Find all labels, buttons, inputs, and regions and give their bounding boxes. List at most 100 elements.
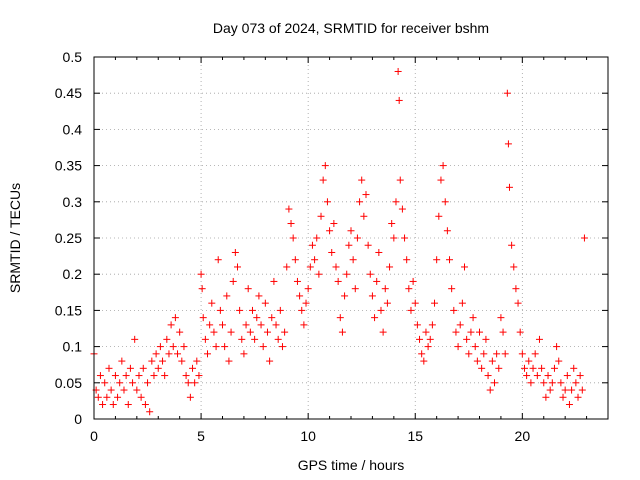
y-tick-label: 0.4 <box>63 121 83 137</box>
data-point <box>488 357 496 365</box>
data-point <box>103 393 111 401</box>
data-point <box>144 379 152 387</box>
x-tick-label: 15 <box>407 428 423 444</box>
data-point <box>520 364 528 372</box>
data-point <box>165 350 173 358</box>
data-point <box>124 401 132 409</box>
data-point <box>570 364 578 372</box>
data-point <box>94 393 102 401</box>
data-points <box>90 67 588 416</box>
data-point <box>259 343 267 351</box>
data-point <box>206 321 214 329</box>
data-point <box>476 328 483 336</box>
data-point <box>182 372 190 380</box>
data-point <box>493 350 501 358</box>
data-point <box>321 162 329 170</box>
chart-title: Day 073 of 2024, SRMTID for receiver bsh… <box>213 20 489 36</box>
data-point <box>377 306 385 314</box>
data-point <box>422 328 430 336</box>
data-point <box>126 364 134 372</box>
x-tick-label: 10 <box>300 428 316 444</box>
data-point <box>364 241 372 249</box>
data-point <box>381 285 389 293</box>
data-point <box>395 96 403 104</box>
data-point <box>285 205 293 213</box>
data-point <box>356 198 364 206</box>
x-axis-label: GPS time / hours <box>298 457 405 473</box>
data-point <box>463 335 471 343</box>
data-point <box>497 314 505 322</box>
data-point <box>238 335 246 343</box>
data-point <box>533 372 541 380</box>
data-point <box>538 364 546 372</box>
data-point <box>236 306 244 314</box>
y-tick-label: 0.5 <box>63 49 83 65</box>
data-point <box>345 241 353 249</box>
data-point <box>499 328 507 336</box>
data-point <box>274 335 282 343</box>
data-point <box>326 227 334 235</box>
data-point <box>289 234 297 242</box>
data-point <box>360 212 368 220</box>
data-point <box>137 393 145 401</box>
x-tick-label: 5 <box>197 428 205 444</box>
data-point <box>212 343 220 351</box>
data-point <box>150 372 158 380</box>
data-point <box>99 401 107 409</box>
data-point <box>456 321 464 329</box>
data-point <box>508 241 516 249</box>
data-point <box>229 277 237 285</box>
data-point <box>413 321 421 329</box>
data-point <box>298 306 306 314</box>
data-point <box>531 350 539 358</box>
data-point <box>383 299 391 307</box>
data-point <box>291 256 299 264</box>
data-point <box>433 256 441 264</box>
data-point <box>161 372 169 380</box>
data-point <box>535 335 543 343</box>
data-point <box>219 321 226 329</box>
data-point <box>268 314 276 322</box>
data-point <box>465 350 473 358</box>
data-point <box>358 176 366 184</box>
data-point <box>416 335 424 343</box>
data-point <box>227 328 235 336</box>
data-point <box>501 350 509 358</box>
data-point <box>394 67 402 75</box>
data-point <box>191 379 199 387</box>
data-point <box>503 89 511 97</box>
data-point <box>574 393 582 401</box>
data-point <box>296 292 304 300</box>
data-point <box>439 162 447 170</box>
data-point <box>555 357 563 365</box>
data-point <box>362 191 370 199</box>
data-point <box>563 372 571 380</box>
data-point <box>349 256 357 264</box>
data-point <box>373 277 381 285</box>
data-point <box>240 350 248 358</box>
data-point <box>353 234 361 242</box>
data-point <box>482 335 490 343</box>
data-point <box>426 335 434 343</box>
data-point <box>214 256 222 264</box>
data-point <box>409 277 417 285</box>
data-point <box>514 299 522 307</box>
data-point <box>338 328 346 336</box>
x-tick-label: 0 <box>90 428 98 444</box>
data-point <box>529 364 537 372</box>
data-point <box>197 270 205 278</box>
data-point <box>446 256 454 264</box>
data-point <box>199 314 207 322</box>
data-point <box>293 277 301 285</box>
data-point <box>233 263 241 271</box>
data-point <box>193 357 201 365</box>
data-point <box>180 343 188 351</box>
data-point <box>568 386 576 394</box>
data-point <box>261 299 269 307</box>
data-point <box>510 263 518 271</box>
data-point <box>313 234 321 242</box>
data-point <box>469 314 477 322</box>
data-point <box>167 321 175 329</box>
data-point <box>572 379 580 387</box>
